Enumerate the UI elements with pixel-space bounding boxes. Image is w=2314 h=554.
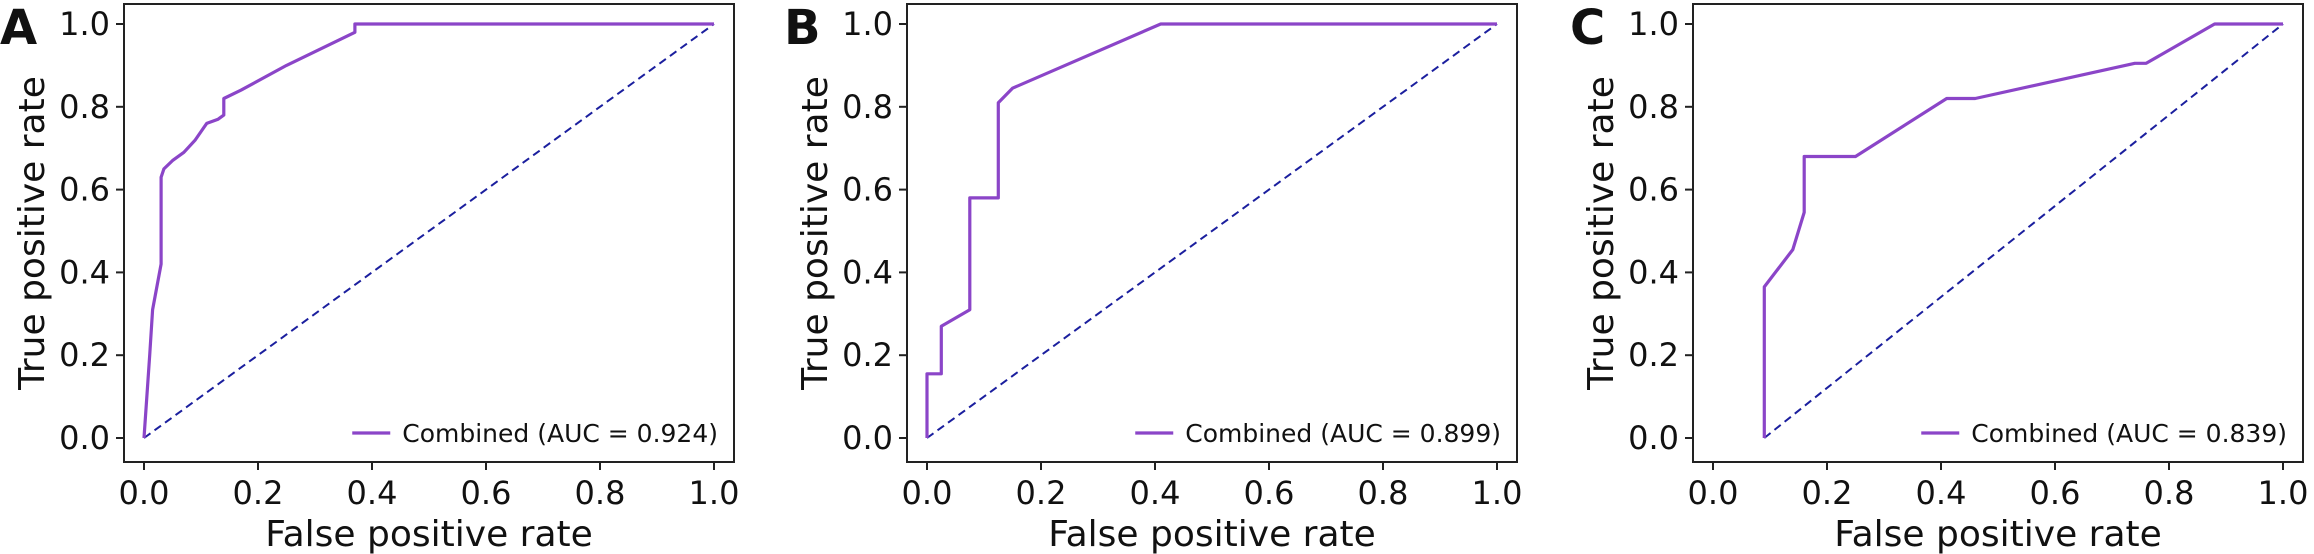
x-tick-label: 0.6 — [461, 474, 512, 512]
y-axis-label: True positive rate — [12, 76, 53, 391]
y-tick-label: 1.0 — [1628, 5, 1679, 43]
y-tick-label: 0.8 — [1628, 88, 1679, 126]
x-tick-label: 0.4 — [1916, 474, 1967, 512]
legend: Combined (AUC = 0.839) — [1921, 419, 2287, 448]
x-tick-label: 0.4 — [347, 474, 398, 512]
x-tick-label: 0.4 — [1130, 474, 1181, 512]
chart-panel-a: A 0.0 0.2 0.4 0.6 0.8 1.0 0.0 0.2 0.4 0.6 0.8 1.0 Fal… — [0, 0, 739, 554]
x-tick-label: 1.0 — [689, 474, 740, 512]
y-tick-label: 0.6 — [1628, 171, 1679, 209]
x-tick-label: 1.0 — [2258, 474, 2309, 512]
chart-panel-b: B 0.0 0.2 0.4 0.6 0.8 1.0 0.0 0.2 0.4 0.6 0.8 1.0 Fal… — [784, 0, 1522, 554]
x-tick-label: 0.2 — [1016, 474, 1067, 512]
legend-label: Combined (AUC = 0.839) — [1971, 419, 2287, 448]
legend-label: Combined (AUC = 0.924) — [402, 419, 718, 448]
x-axis-label: False positive rate — [265, 514, 593, 554]
panel-letter: A — [0, 0, 37, 56]
legend: Combined (AUC = 0.924) — [352, 419, 718, 448]
y-tick-label: 1.0 — [842, 5, 893, 43]
roc-curve-line — [1762, 22, 2283, 438]
chance-diagonal-line — [1763, 23, 2284, 439]
y-tick-label: 0.4 — [842, 253, 893, 291]
y-tick-label: 1.0 — [59, 5, 110, 43]
y-tick-label: 0.6 — [842, 171, 893, 209]
x-axis-label: False positive rate — [1048, 514, 1376, 554]
y-tick-label: 0.2 — [59, 336, 110, 374]
x-tick-label: 0.8 — [575, 474, 626, 512]
y-tick-label: 0.0 — [59, 419, 110, 457]
panel-letter: C — [1570, 0, 1605, 56]
chart-panel-c: C 0.0 0.2 0.4 0.6 0.8 1.0 0.0 0.2 0.4 0.6 0.8 1.0 Fal… — [1570, 0, 2308, 554]
x-tick-label: 0.8 — [2144, 474, 2195, 512]
chance-diagonal-line — [926, 23, 1498, 439]
roc-curve-line — [142, 22, 714, 439]
y-tick-label: 0.8 — [59, 88, 110, 126]
y-tick-label: 0.2 — [842, 336, 893, 374]
x-tick-label: 1.0 — [1472, 474, 1523, 512]
y-tick-label: 0.0 — [842, 419, 893, 457]
x-tick-label: 0.2 — [1802, 474, 1853, 512]
x-tick-label: 0.6 — [2030, 474, 2081, 512]
y-tick-label: 0.4 — [1628, 253, 1679, 291]
chance-diagonal-line — [143, 23, 715, 439]
plot-frame — [1692, 3, 2304, 463]
x-tick-label: 0.8 — [1358, 474, 1409, 512]
x-axis-label: False positive rate — [1834, 514, 2162, 554]
x-tick-label: 0.0 — [902, 474, 953, 512]
x-tick-label: 0.0 — [119, 474, 170, 512]
plot-frame — [123, 3, 735, 463]
y-tick-label: 0.4 — [59, 253, 110, 291]
panel-letter: B — [784, 0, 821, 56]
y-tick-label: 0.8 — [842, 88, 893, 126]
roc-curve-line — [925, 22, 1497, 438]
y-tick-label: 0.2 — [1628, 336, 1679, 374]
y-tick-label: 0.0 — [1628, 419, 1679, 457]
x-tick-label: 0.6 — [1244, 474, 1295, 512]
y-axis-label: True positive rate — [795, 76, 836, 391]
legend: Combined (AUC = 0.899) — [1135, 419, 1501, 448]
legend-label: Combined (AUC = 0.899) — [1185, 419, 1501, 448]
plot-frame — [906, 3, 1518, 463]
y-tick-label: 0.6 — [59, 171, 110, 209]
x-tick-label: 0.0 — [1688, 474, 1739, 512]
y-axis-label: True positive rate — [1581, 76, 1622, 391]
x-tick-label: 0.2 — [233, 474, 284, 512]
